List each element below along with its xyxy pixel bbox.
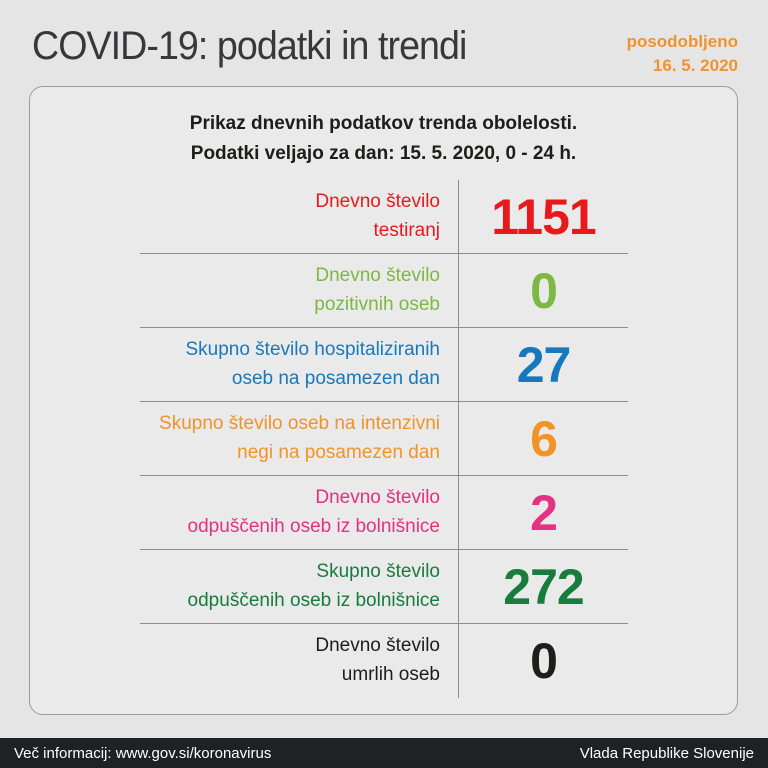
updated-label: posodobljeno bbox=[626, 32, 738, 51]
stat-label-line2: testiranj bbox=[373, 219, 440, 241]
stat-value: 272 bbox=[458, 549, 628, 624]
stat-row-daily-positive: Dnevno število pozitivnih oseb 0 bbox=[30, 253, 737, 328]
stat-row-intensive-care: Skupno število oseb na intenzivni negi n… bbox=[30, 401, 737, 476]
footer-bar: Več informacij: www.gov.si/koronavirus V… bbox=[0, 738, 768, 768]
stats-card-header: Prikaz dnevnih podatkov trenda obolelost… bbox=[30, 87, 737, 180]
stat-value: 0 bbox=[458, 253, 628, 328]
stat-label-line2: oseb na posamezen dan bbox=[231, 367, 440, 389]
stat-label-line1: Dnevno število bbox=[315, 265, 440, 287]
footer-info-link: Več informacij: www.gov.si/koronavirus bbox=[14, 744, 272, 762]
stat-value: 1151 bbox=[458, 179, 628, 254]
card-header-line2: Podatki veljajo za dan: 15. 5. 2020, 0 -… bbox=[190, 143, 577, 165]
stats-card: Prikaz dnevnih podatkov trenda obolelost… bbox=[29, 86, 738, 715]
stat-label-line1: Skupno število oseb na intenzivni bbox=[159, 413, 440, 435]
stat-label: Skupno število hospitaliziranih oseb na … bbox=[30, 328, 458, 402]
stat-value: 6 bbox=[458, 401, 628, 476]
stat-label-line1: Dnevno število bbox=[315, 191, 440, 213]
stat-label-line1: Skupno število bbox=[316, 561, 440, 583]
stat-label-line2: umrlih oseb bbox=[341, 663, 440, 685]
stat-label: Dnevno število umrlih oseb bbox=[30, 624, 458, 698]
stat-label: Dnevno število testiranj bbox=[30, 180, 458, 254]
stat-label-line1: Dnevno število bbox=[315, 487, 440, 509]
updated-date: 16. 5. 2020 bbox=[652, 55, 738, 75]
page-title: COVID-19: podatki in trendi bbox=[32, 24, 467, 68]
stat-label-line2: pozitivnih oseb bbox=[314, 293, 440, 315]
stat-row-hospitalized: Skupno število hospitaliziranih oseb na … bbox=[30, 327, 737, 402]
stat-label: Dnevno število odpuščenih oseb iz bolniš… bbox=[30, 476, 458, 550]
stats-rows: Dnevno število testiranj 1151 Dnevno šte… bbox=[30, 179, 737, 714]
stat-value: 2 bbox=[458, 475, 628, 550]
footer-org-label: Vlada Republike Slovenije bbox=[579, 744, 754, 762]
stat-label-line2: negi na posamezen dan bbox=[237, 441, 440, 463]
stat-row-daily-discharged: Dnevno število odpuščenih oseb iz bolniš… bbox=[30, 475, 737, 550]
stat-value: 0 bbox=[458, 623, 628, 698]
stat-label-line1: Dnevno število bbox=[315, 635, 440, 657]
stat-row-daily-tests: Dnevno število testiranj 1151 bbox=[30, 179, 737, 254]
page-header: COVID-19: podatki in trendi posodobljeno… bbox=[0, 0, 768, 78]
stat-row-total-discharged: Skupno število odpuščenih oseb iz bolniš… bbox=[30, 549, 737, 624]
stat-label: Dnevno število pozitivnih oseb bbox=[30, 254, 458, 328]
stat-label-line2: odpuščenih oseb iz bolnišnice bbox=[187, 589, 440, 611]
updated-badge: posodobljeno 16. 5. 2020 bbox=[627, 24, 738, 78]
stat-label-line1: Skupno število hospitaliziranih bbox=[185, 339, 440, 361]
stat-value: 27 bbox=[458, 327, 628, 402]
stat-row-daily-deaths: Dnevno število umrlih oseb 0 bbox=[30, 623, 737, 698]
stat-label: Skupno število oseb na intenzivni negi n… bbox=[30, 402, 458, 476]
stat-label: Skupno število odpuščenih oseb iz bolniš… bbox=[30, 550, 458, 624]
stat-label-line2: odpuščenih oseb iz bolnišnice bbox=[187, 515, 440, 537]
card-header-line1: Prikaz dnevnih podatkov trenda obolelost… bbox=[189, 113, 578, 134]
